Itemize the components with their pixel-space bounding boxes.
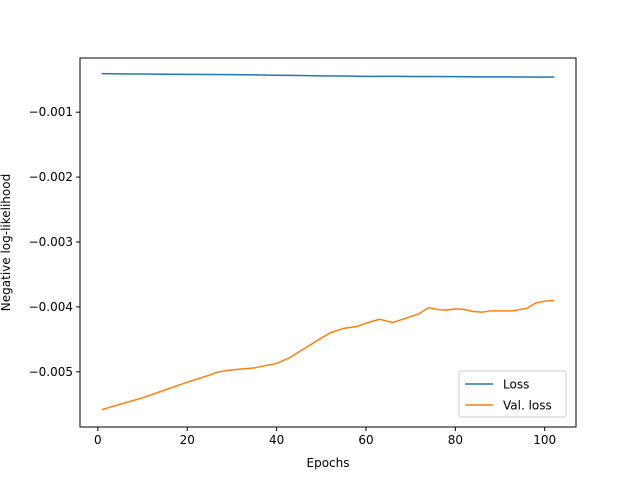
legend-label-1: Loss (503, 378, 529, 392)
y-tick-label: −0.005 (29, 365, 73, 379)
x-tick-label: 40 (269, 433, 284, 447)
ticks-layer: 0 20 40 60 80 100 −0.001 −0.002 −0.003 −0.004 −0.0… (29, 105, 557, 447)
y-tick-label: −0.004 (29, 300, 73, 314)
x-tick-label: 20 (180, 433, 195, 447)
y-tick-label: −0.001 (29, 105, 73, 119)
y-tick-label: −0.003 (29, 235, 73, 249)
x-axis-label: Epochs (307, 456, 350, 470)
x-tick-label: 60 (358, 433, 373, 447)
series-line-2 (101, 299, 555, 411)
plot-layer (101, 72, 555, 411)
legend-label-2: Val. loss (503, 399, 552, 413)
y-axis-label: Negative log-likelihood (0, 174, 13, 311)
y-tick-label: −0.002 (29, 170, 73, 184)
x-tick-label: 100 (533, 433, 556, 447)
x-tick-label: 80 (448, 433, 463, 447)
series-line-1 (101, 72, 555, 78)
legend: Loss Val. loss (458, 370, 567, 418)
x-tick-label: 0 (94, 433, 102, 447)
